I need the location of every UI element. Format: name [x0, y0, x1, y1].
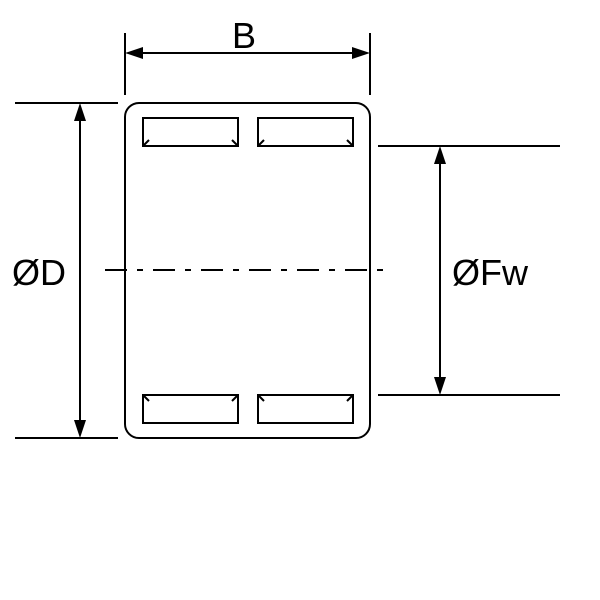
roller-section	[258, 118, 353, 146]
dim-label-d: ØD	[12, 252, 66, 293]
arrowhead	[434, 146, 446, 164]
roller-section	[143, 118, 238, 146]
arrowhead	[352, 47, 370, 59]
arrowhead	[74, 420, 86, 438]
arrowhead	[74, 103, 86, 121]
arrowhead	[434, 377, 446, 395]
dim-label-b: B	[232, 15, 256, 56]
roller-section	[258, 395, 353, 423]
arrowhead	[125, 47, 143, 59]
roller-section	[143, 395, 238, 423]
dim-label-fw: ØFw	[452, 252, 529, 293]
bearing-section-diagram: B ØD ØFw	[0, 0, 600, 600]
